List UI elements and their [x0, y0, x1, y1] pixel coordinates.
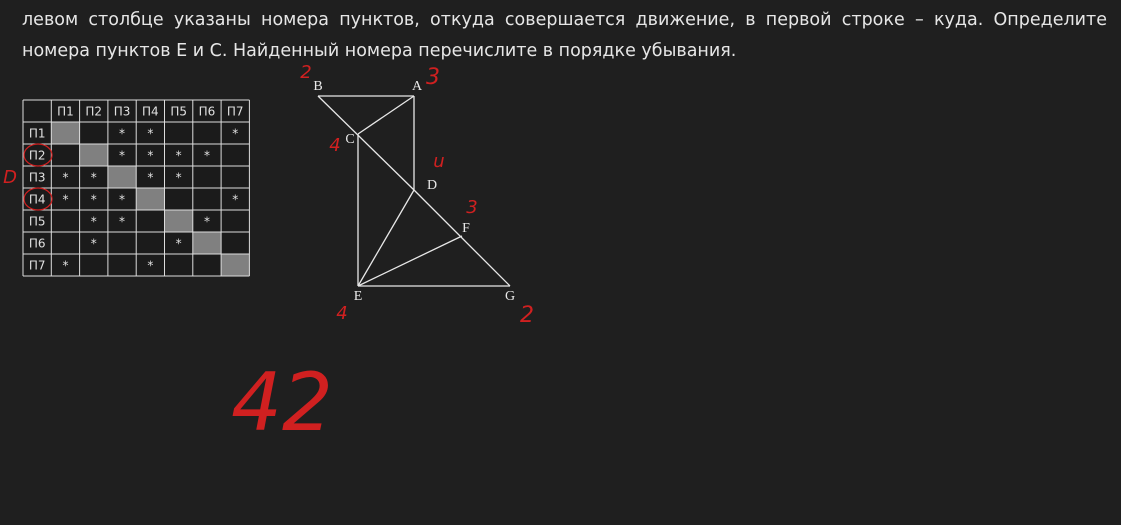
shaded-cell: [136, 188, 165, 210]
cell-mark: *: [119, 215, 125, 229]
cell-mark: *: [119, 149, 125, 163]
annotation: 42: [231, 356, 333, 449]
cell-mark: *: [232, 127, 238, 141]
cell-mark: *: [91, 171, 97, 185]
cell-mark: *: [91, 215, 97, 229]
annotation: 3: [426, 65, 440, 90]
cell-mark: *: [204, 215, 210, 229]
edge: [357, 95, 415, 135]
annotation: 2: [300, 62, 311, 83]
cell-mark: *: [62, 171, 68, 185]
row-header: П7: [29, 259, 46, 273]
edge: [317, 95, 415, 191]
cell-mark: *: [204, 149, 210, 163]
column-header: П4: [142, 105, 159, 119]
annotation: D: [3, 167, 17, 188]
edge: [357, 235, 463, 287]
row-header: П3: [29, 171, 46, 185]
cell-mark: *: [176, 171, 182, 185]
node-label: E: [354, 289, 363, 304]
cell-mark: *: [147, 127, 153, 141]
cell-mark: *: [147, 171, 153, 185]
paragraph-line: номера пунктов E и C. Найденный номера п…: [22, 41, 737, 61]
cell-mark: *: [91, 193, 97, 207]
cell-mark: *: [119, 127, 125, 141]
shaded-cell: [107, 166, 137, 188]
cell-mark: *: [147, 259, 153, 273]
row-header: П2: [29, 149, 46, 163]
annotation: 4: [336, 303, 347, 324]
column-header: П7: [227, 105, 244, 119]
cell-mark: *: [62, 259, 68, 273]
cell-mark: *: [232, 193, 238, 207]
node-label: C: [345, 132, 354, 147]
shaded-cell: [221, 254, 250, 276]
shaded-cell: [51, 122, 80, 144]
row-header: П6: [29, 237, 46, 251]
cell-mark: *: [119, 193, 125, 207]
cell-mark: *: [176, 149, 182, 163]
annotation: 2: [520, 303, 534, 328]
cell-mark: *: [91, 237, 97, 251]
annotation-circle: [23, 143, 53, 167]
table: П1 П2 П3 П4 П5 П6 П7 П1 * * * П2 * * * * П3 * * * * П4 * * * * П5 *…: [22, 99, 250, 277]
annotation: u: [433, 151, 444, 172]
graph-edges: [317, 95, 511, 287]
column-header: П5: [170, 105, 187, 119]
node-label: A: [412, 79, 423, 94]
edge: [357, 189, 415, 287]
annotation-circle: [23, 187, 53, 211]
row-header: П4: [29, 193, 46, 207]
row-header: П5: [29, 215, 46, 229]
node-label: B: [313, 79, 322, 94]
shaded-cell: [192, 232, 222, 254]
shaded-cell: [164, 210, 193, 232]
node-label: F: [462, 221, 470, 236]
column-header: П1: [57, 105, 74, 119]
shaded-cell: [79, 144, 108, 166]
column-header: П2: [85, 105, 102, 119]
column-header: П6: [199, 105, 216, 119]
row-header: П1: [29, 127, 46, 141]
annotation: 3: [466, 197, 477, 218]
annotation: 4: [329, 135, 340, 156]
node-label: G: [505, 289, 515, 304]
cell-mark: *: [147, 149, 153, 163]
cell-mark: *: [62, 193, 68, 207]
cell-mark: *: [176, 237, 182, 251]
column-header: П3: [114, 105, 131, 119]
edge: [413, 189, 511, 287]
node-label: D: [427, 178, 437, 193]
paragraph-line: левом столбце указаны номера пунктов, от…: [22, 10, 1107, 30]
